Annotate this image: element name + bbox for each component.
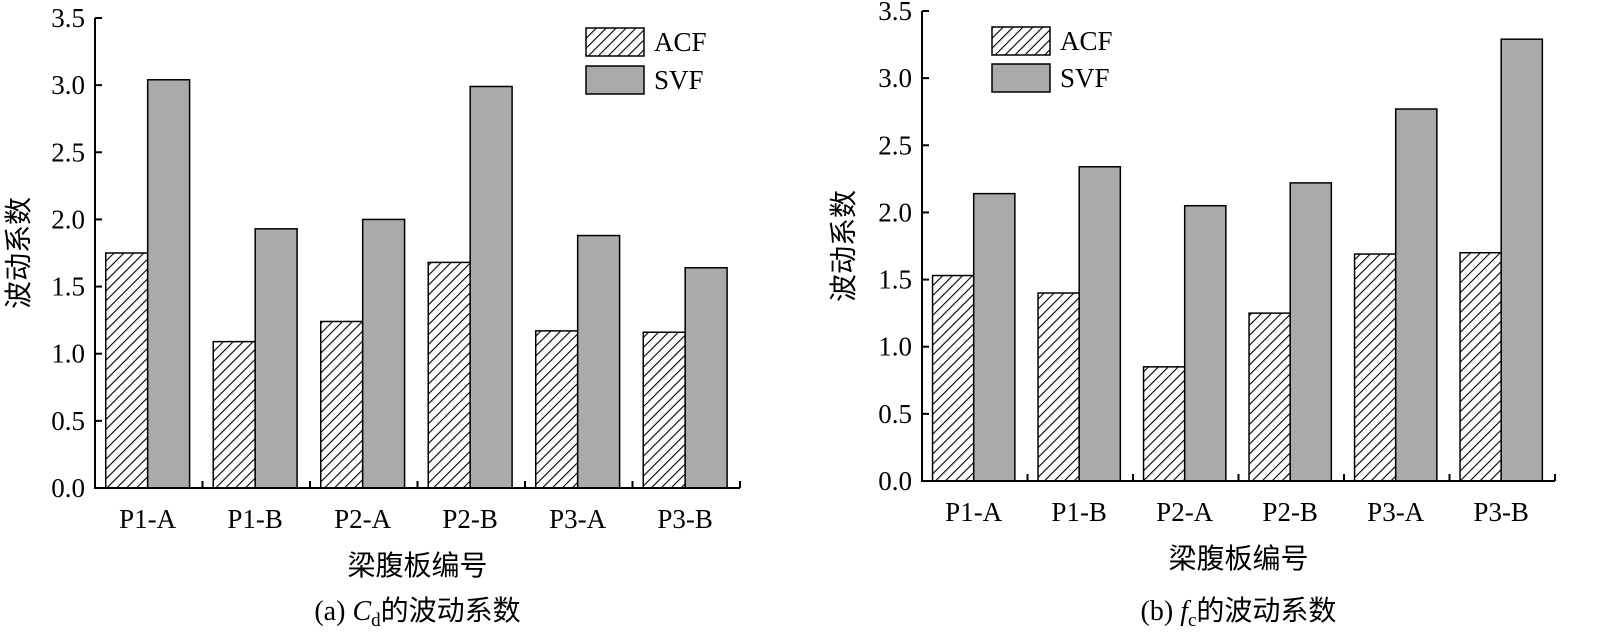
legend-label-acf: ACF [1060, 26, 1113, 56]
x-tick-label: P2-A [1156, 497, 1214, 527]
x-tick-label: P2-B [1262, 497, 1318, 527]
y-axis-title-b: 波动系数 [828, 190, 860, 302]
y-tick-label: 1.0 [51, 339, 85, 369]
y-tick-label: 0.5 [878, 399, 912, 429]
bar-acf-p1-b [212, 340, 256, 489]
caption-prefix: (b) [1141, 596, 1181, 627]
y-ticks-b: 0.0 0.5 1.0 1.5 2.0 2.5 3.0 3.5 [878, 0, 929, 496]
axes-frame-b [921, 11, 1555, 482]
y-tick-label: 2.5 [51, 137, 85, 167]
bar-acf-p1-a [105, 252, 149, 489]
legend-swatch-acf [585, 27, 645, 57]
bar-acf-p3-a [1353, 253, 1397, 482]
bar-acf-p2-b [427, 261, 471, 489]
bar-acf-p2-b [1248, 312, 1291, 482]
axes-frame-a [94, 18, 740, 489]
caption-var: C [352, 596, 371, 627]
chart-panel-b: 波动系数 0.0 0.5 1.0 1.5 2.0 2.5 3.0 3.5 P1-A P1-B P2… [828, 0, 1556, 631]
y-axis-title: 波动系数 [3, 197, 35, 309]
bars-b [931, 38, 1544, 482]
x-tick-label: P1-A [119, 504, 177, 534]
bar-svf-p3-b [684, 267, 728, 489]
y-tick-label: 1.0 [878, 332, 912, 362]
bar-svf-p2-b [469, 85, 513, 489]
y-tick-label: 0.0 [51, 473, 85, 503]
x-tick-label: P3-A [549, 504, 607, 534]
legend-b: ACF SVF [991, 26, 1113, 93]
bar-svf-p1-a [972, 192, 1016, 482]
caption-suffix: 的波动系数 [381, 595, 521, 627]
legend-swatch-svf [991, 63, 1051, 93]
caption-b: (b) fc的波动系数 [1141, 595, 1337, 631]
bar-svf-p3-a [576, 234, 621, 489]
y-tick-label: 2.5 [878, 130, 912, 160]
y-tick-label: 0.0 [878, 466, 912, 496]
y-tick-label: 1.5 [51, 272, 85, 302]
x-tick-label: P1-A [945, 497, 1003, 527]
y-tick-label: 1.5 [878, 265, 912, 295]
bar-svf-p1-a [146, 79, 191, 489]
x-axis-title: 梁腹板编号 [1168, 543, 1308, 575]
x-ticks-a: P1-A P1-B P2-A P2-B P3-A P3-B [119, 481, 741, 534]
caption-a: (a) Cd的波动系数 [314, 595, 520, 631]
bar-acf-p3-b [642, 331, 686, 489]
y-ticks-a: 0.0 0.5 1.0 1.5 2.0 2.5 3.0 3.5 [51, 3, 102, 503]
bar-acf-p1-b [1037, 292, 1080, 482]
y-tick-label: 0.5 [51, 406, 85, 436]
legend-a: ACF SVF [585, 27, 707, 95]
x-tick-label: P3-B [1473, 497, 1529, 527]
x-ticks-b: P1-A P1-B P2-A P2-B P3-A P3-B [945, 474, 1556, 527]
caption-var-sub: c [1188, 610, 1196, 631]
bar-acf-p2-a [320, 320, 364, 489]
bar-acf-p3-b [1459, 251, 1502, 482]
caption-var-sub: d [371, 610, 381, 631]
bar-svf-p2-b [1289, 182, 1333, 482]
x-tick-label: P3-A [1367, 497, 1425, 527]
caption-var: f [1180, 596, 1191, 627]
x-tick-label: P3-B [657, 504, 713, 534]
x-axis-title: 梁腹板编号 [347, 550, 487, 582]
legend-label-svf: SVF [654, 65, 704, 95]
bars-a [105, 79, 728, 489]
bar-acf-p3-a [535, 330, 579, 489]
y-tick-label: 3.5 [878, 0, 912, 26]
bar-svf-p3-b [1500, 38, 1544, 482]
y-tick-label: 2.0 [878, 197, 912, 227]
y-tick-label: 3.5 [51, 3, 85, 33]
bar-acf-p1-a [931, 274, 975, 482]
bar-acf-p2-a [1142, 366, 1186, 482]
legend-label-svf: SVF [1060, 63, 1110, 93]
x-tick-label: P1-B [1051, 497, 1107, 527]
bar-svf-p1-b [254, 228, 298, 489]
legend-swatch-acf [991, 26, 1051, 56]
caption-suffix: 的波动系数 [1196, 595, 1336, 627]
bar-svf-p1-b [1078, 166, 1122, 482]
caption-prefix: (a) [314, 596, 352, 627]
x-tick-label: P1-B [227, 504, 283, 534]
y-tick-label: 3.0 [51, 70, 85, 100]
x-tick-label: P2-A [334, 504, 392, 534]
y-axis-title: 波动系数 [828, 190, 860, 302]
legend-label-acf: ACF [654, 27, 707, 57]
chart-panel-a: 波动系数 0.0 0.5 1.0 1.5 2.0 2.5 3.0 3.5 P1-A P1-B P2… [3, 3, 741, 631]
bar-svf-p2-a [1183, 204, 1227, 482]
bar-svf-p3-a [1394, 108, 1438, 482]
bar-svf-p2-a [361, 218, 406, 489]
legend-swatch-svf [585, 65, 645, 95]
y-axis-title-a: 波动系数 [3, 197, 35, 309]
y-tick-label: 3.0 [878, 63, 912, 93]
y-tick-label: 2.0 [51, 204, 85, 234]
x-tick-label: P2-B [442, 504, 498, 534]
